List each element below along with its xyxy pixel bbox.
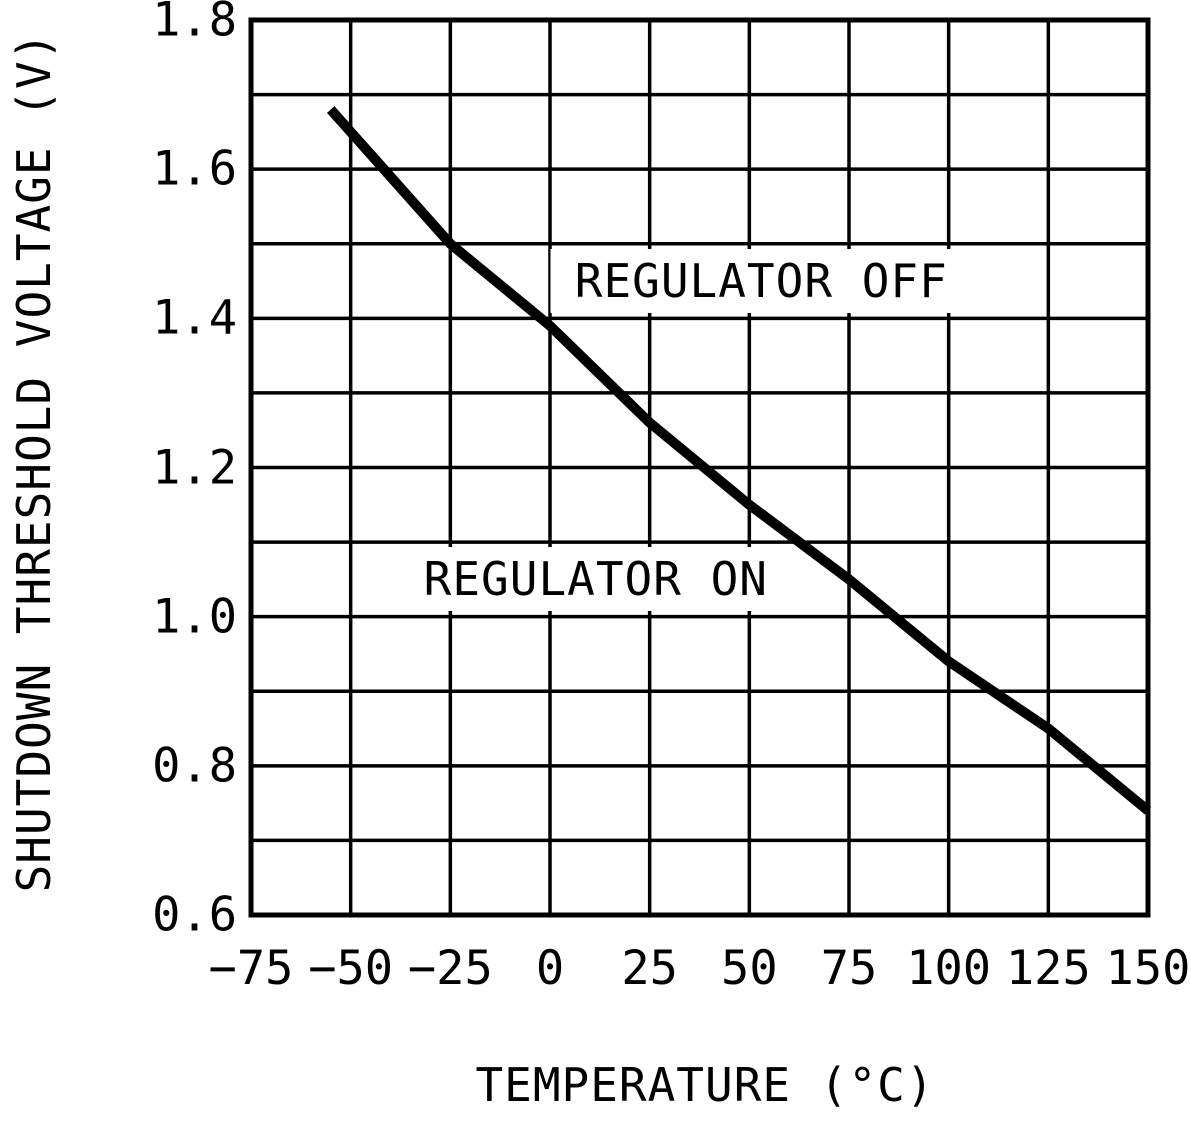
x-axis-title: TEMPERATURE (°C)	[475, 1058, 935, 1112]
x-tick-label: 50	[721, 941, 778, 996]
y-tick-label: 1.8	[152, 0, 237, 48]
y-tick-label: 0.8	[152, 738, 237, 794]
x-tick-label: 0	[535, 941, 565, 996]
y-tick-label: 0.6	[152, 887, 237, 943]
y-tick-label: 1.6	[152, 141, 237, 197]
annotation-regulator-on: REGULATOR ON	[399, 547, 793, 612]
y-tick-label: 1.2	[152, 440, 237, 495]
y-tick-label: 1.4	[152, 290, 237, 346]
series-shutdown-threshold-voltage	[326, 106, 1152, 815]
x-tick-label: 25	[621, 941, 678, 996]
x-tick-label: 100	[906, 941, 992, 996]
x-tick-label: 75	[820, 941, 878, 996]
x-tick-label: 125	[1005, 941, 1091, 996]
x-tick-label: 150	[1105, 941, 1191, 996]
y-tick-label: 1.0	[152, 589, 237, 645]
plot-border	[248, 17, 1151, 918]
x-tick-label: −25	[407, 941, 493, 996]
x-tick-label: −50	[308, 941, 394, 996]
x-tick-label: −75	[208, 941, 294, 996]
annotation-regulator-off: REGULATOR OFF	[550, 249, 972, 314]
